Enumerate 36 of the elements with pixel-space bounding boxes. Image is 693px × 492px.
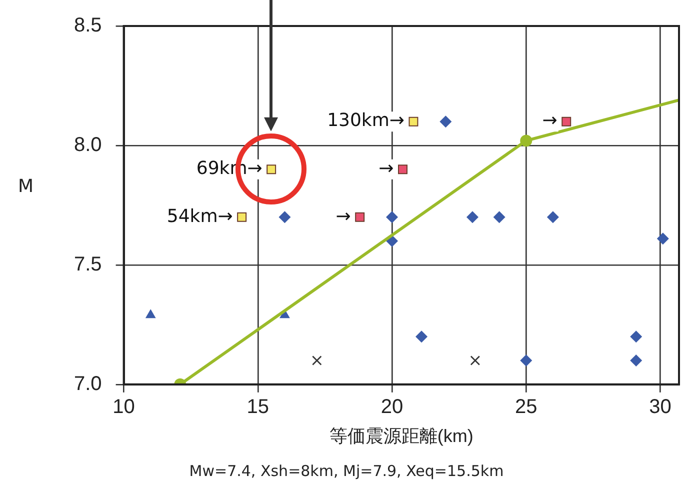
x-tick-label: 15 [246, 396, 270, 418]
y-tick-label: 7.5 [74, 253, 102, 276]
point [562, 116, 572, 126]
x-tick-label: 30 [649, 396, 672, 418]
point [237, 212, 247, 222]
annotation: 130km→ [327, 110, 404, 132]
y-axis-title: M [18, 176, 34, 197]
annotation: → [336, 206, 351, 227]
point [416, 330, 428, 343]
point [398, 164, 408, 174]
text: Mw=7.4, Xsh=8km, Mj=7.9, Xeq=15.5km [188, 462, 505, 480]
point [440, 116, 452, 128]
y-tick-label: 7.0 [74, 372, 102, 395]
y-tick-label: 8.5 [74, 14, 102, 37]
point [145, 309, 156, 318]
point [656, 232, 669, 245]
annotation: 54km→ [166, 206, 233, 227]
x-tick-label: 10 [112, 396, 135, 418]
point [493, 211, 506, 224]
point [355, 212, 365, 222]
point [386, 211, 398, 224]
point [546, 211, 559, 224]
point [278, 211, 291, 224]
point [520, 354, 532, 367]
x-tick-label: 25 [514, 396, 538, 418]
annotation: → [542, 110, 558, 132]
annotation: → [378, 158, 394, 180]
x-tick-label: 20 [380, 396, 404, 418]
x-axis-title: 等価震源距離(km) [329, 426, 474, 446]
point [408, 116, 418, 126]
point [470, 356, 480, 366]
point [466, 211, 478, 224]
y-tick-label: 8.0 [74, 134, 102, 156]
point [312, 356, 322, 366]
point [630, 330, 642, 343]
point [630, 354, 642, 367]
